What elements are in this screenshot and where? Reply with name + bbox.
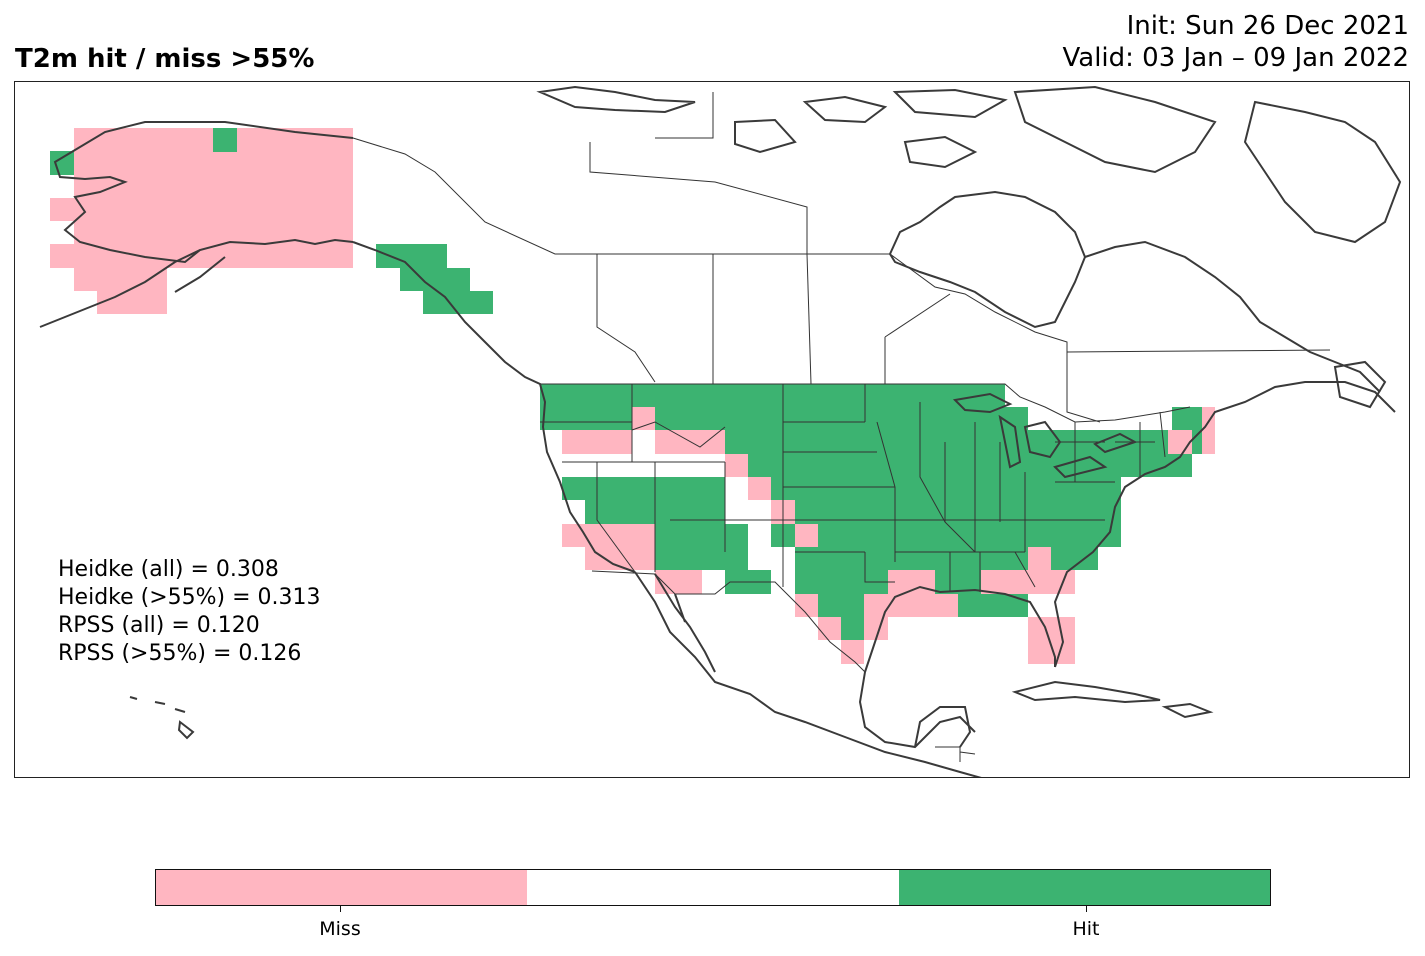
state-border — [919, 402, 976, 553]
yucatan-coastline — [914, 706, 972, 748]
miss-cell — [562, 430, 632, 454]
hispaniola-coastline — [1161, 702, 1214, 719]
colorbar-hit-segment — [898, 870, 1270, 905]
us-mexico-border — [591, 570, 866, 673]
colorbar-label-hit: Hit — [1072, 918, 1100, 940]
colorbar-neutral-segment — [527, 870, 899, 905]
neutral-cell — [725, 477, 748, 524]
miss-cell — [1028, 547, 1051, 570]
valid-date: Valid: 03 Jan – 09 Jan 2022 — [1062, 43, 1410, 73]
mexico-west-coastline — [634, 571, 982, 777]
conus-hit-region — [540, 384, 1202, 640]
miss-cell — [864, 594, 888, 640]
aleutian-coastline — [39, 249, 226, 328]
state-border — [864, 384, 896, 583]
miss-cell — [585, 524, 655, 570]
map-canvas — [39, 85, 1402, 777]
rpss-55: RPSS (>55%) = 0.126 — [58, 641, 302, 666]
province-border — [655, 92, 714, 139]
hudson-bay-coastline — [888, 190, 1087, 329]
province-border — [352, 137, 597, 255]
coastlines — [39, 85, 1402, 777]
miss-cell — [795, 524, 818, 547]
miss-cell — [655, 430, 702, 454]
province-border — [806, 253, 812, 385]
miss-cell — [725, 454, 748, 477]
hit-cell — [1051, 547, 1098, 570]
colorbar-miss-segment — [156, 870, 528, 905]
miss-cell — [748, 477, 771, 500]
colorbar-label-miss: Miss — [319, 918, 361, 940]
bc-coast-hit-region — [376, 244, 493, 314]
miss-cell — [1028, 570, 1075, 594]
miss-cell — [1202, 407, 1215, 454]
forecast-grid-cells — [50, 128, 1215, 664]
colorbar — [155, 869, 1271, 906]
hit-cell — [935, 570, 958, 594]
gulf-coastline — [858, 585, 1056, 749]
skill-scores: Heidke (all) = 0.308 Heidke (>55%) = 0.3… — [58, 556, 321, 668]
cuba-coastline — [1011, 680, 1161, 704]
map-panel — [14, 81, 1410, 778]
neutral-cell — [702, 454, 725, 477]
miss-cell — [795, 594, 818, 617]
miss-cell — [1028, 617, 1075, 664]
texas-hit-region — [795, 524, 864, 640]
init-date: Init: Sun 26 Dec 2021 — [1126, 11, 1409, 41]
hawaii-coastline — [129, 696, 195, 740]
baja-coastline — [654, 573, 716, 673]
alaska-hit-cell — [50, 151, 74, 175]
forecast-dates: Init: Sun 26 Dec 2021 Valid: 03 Jan – 09… — [1063, 10, 1410, 74]
pacific-nw-coastline — [352, 241, 636, 573]
neutral-cell — [748, 524, 771, 547]
rpss-all: RPSS (all) = 0.120 — [58, 613, 260, 638]
colorbar-tick-hit — [1086, 906, 1087, 912]
province-border — [1066, 349, 1331, 353]
labrador-coastline — [1084, 240, 1381, 393]
heidke-55: Heidke (>55%) = 0.313 — [58, 585, 321, 610]
us-canada-border — [540, 383, 1191, 423]
state-border — [895, 442, 1105, 592]
province-border — [589, 142, 808, 254]
province-border — [596, 254, 656, 383]
country-border — [935, 746, 976, 762]
state-border — [782, 384, 895, 587]
newfoundland-coastline — [1333, 360, 1387, 409]
hit-cell — [958, 594, 1005, 617]
great-lakes-coastline — [952, 392, 1138, 479]
state-border — [540, 384, 726, 463]
province-border — [884, 293, 951, 384]
east-coastline — [1053, 381, 1396, 668]
miss-cell — [1168, 430, 1192, 454]
colorbar-tick-miss — [340, 906, 341, 912]
miss-cell — [981, 570, 1028, 594]
miss-cell — [818, 617, 841, 640]
alaska-miss-region — [50, 128, 353, 314]
state-border — [596, 462, 810, 573]
arctic-island-coastline — [536, 85, 1402, 244]
alaska-hit-cell — [213, 128, 237, 152]
miss-cell — [702, 430, 725, 454]
miss-cell — [841, 640, 864, 664]
miss-cell — [632, 407, 655, 430]
neutral-cell — [632, 430, 655, 454]
political-borders — [352, 92, 1331, 762]
alaska-coastline — [53, 121, 354, 264]
chart-title: T2m hit / miss >55% — [15, 44, 315, 74]
miss-cell — [655, 570, 702, 594]
hit-cell — [1075, 524, 1121, 547]
heidke-all: Heidke (all) = 0.308 — [58, 557, 279, 582]
miss-cell — [562, 524, 585, 547]
